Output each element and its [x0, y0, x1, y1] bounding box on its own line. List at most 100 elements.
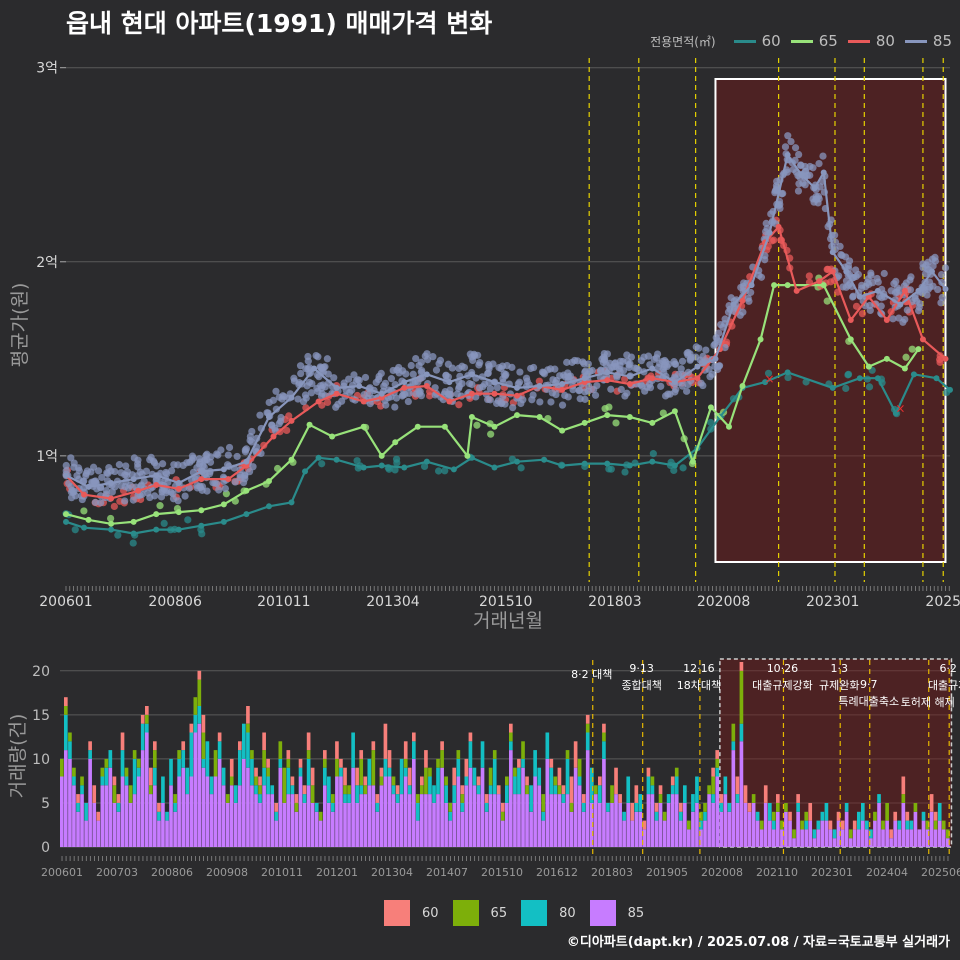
scatter-point-85 — [568, 358, 576, 366]
volume-bar-85 — [776, 811, 780, 847]
volume-bar-60 — [711, 767, 715, 777]
legend-item-65[interactable]: 65 — [790, 32, 838, 50]
scatter-point-85 — [407, 361, 415, 370]
volume-bar-80 — [492, 758, 497, 795]
volume-bar-85 — [412, 758, 416, 847]
volume-bar-65 — [780, 820, 784, 830]
volume-bar-65 — [359, 758, 364, 786]
volume-bar-60 — [476, 776, 481, 786]
volume-bar-60 — [670, 776, 675, 786]
volume-legend-item-85[interactable]: 85 — [589, 900, 644, 926]
scatter-point-85 — [696, 356, 704, 364]
volume-bar-65 — [699, 811, 703, 821]
volume-bar-80 — [513, 776, 517, 795]
volume-bar-80 — [844, 803, 849, 812]
volume-legend-item-60[interactable]: 60 — [384, 900, 439, 926]
volume-bar-60 — [893, 811, 898, 821]
volume-bar-80 — [715, 767, 720, 777]
volume-bar-85 — [772, 829, 776, 847]
series-marker-85 — [311, 365, 318, 372]
scatter-point-85 — [395, 369, 403, 377]
volume-y-tick-label: 20 — [32, 664, 50, 680]
scatter-point-65 — [612, 419, 620, 427]
scatter-point-65 — [80, 507, 88, 515]
volume-bar-65 — [925, 820, 930, 830]
series-marker-65 — [360, 423, 367, 430]
volume-bar-65 — [521, 741, 525, 759]
volume-bar-85 — [889, 838, 893, 847]
volume-bar-80 — [646, 776, 651, 795]
volume-bar-85 — [96, 820, 101, 847]
volume-bar-60 — [189, 723, 194, 733]
volume-bar-85 — [161, 803, 165, 847]
series-marker-85 — [514, 384, 521, 391]
volume-bar-85 — [132, 794, 137, 847]
volume-bar-80 — [359, 785, 364, 795]
volume-bar-80 — [711, 794, 715, 803]
volume-legend-swatch-80 — [521, 900, 548, 926]
scatter-point-60 — [621, 468, 629, 476]
series-marker-85 — [198, 468, 205, 475]
scatter-point-85 — [317, 382, 325, 390]
volume-bar-85 — [476, 794, 481, 847]
scatter-point-85 — [878, 294, 886, 302]
scatter-point-80 — [285, 412, 293, 420]
series-marker-85 — [356, 382, 363, 389]
volume-bar-80 — [654, 811, 659, 821]
scatter-point-60 — [764, 369, 773, 377]
legend-item-60[interactable]: 60 — [733, 32, 781, 50]
legend-item-85[interactable]: 85 — [904, 32, 952, 50]
scatter-point-85 — [816, 183, 824, 191]
scatter-point-60 — [420, 462, 429, 471]
series-marker-65 — [441, 423, 448, 430]
chart-title: 읍내 현대 아파트(1991) 매매가격 변화 — [66, 9, 493, 38]
scatter-point-60 — [198, 530, 206, 538]
scatter-point-85 — [536, 398, 544, 406]
scatter-point-85 — [117, 469, 125, 477]
volume-bar-80 — [302, 794, 307, 803]
volume-bar-80 — [136, 767, 141, 777]
series-marker-85 — [798, 171, 805, 178]
scatter-point-85 — [330, 374, 338, 382]
volume-bar-85 — [213, 776, 218, 847]
volume-bar-60 — [808, 803, 813, 821]
volume-x-tick-label: 202404 — [866, 866, 908, 879]
volume-bar-65 — [901, 794, 906, 803]
scatter-point-85 — [867, 269, 875, 277]
scatter-point-85 — [361, 373, 370, 382]
volume-bar-85 — [501, 820, 505, 847]
volume-bar-60 — [735, 776, 740, 795]
scatter-point-85 — [837, 250, 845, 259]
volume-legend-item-65[interactable]: 65 — [452, 900, 507, 926]
volume-bar-65 — [347, 785, 351, 795]
scatter-point-85 — [744, 294, 752, 302]
volume-bar-85 — [743, 803, 748, 847]
volume-bar-60 — [266, 758, 270, 768]
volume-bar-60 — [395, 785, 400, 795]
scatter-point-85 — [711, 340, 719, 348]
series-marker-85 — [130, 476, 137, 483]
series-marker-80 — [559, 386, 566, 393]
scatter-point-60 — [784, 373, 792, 382]
series-marker-85 — [942, 285, 949, 292]
volume-bar-85 — [723, 794, 728, 847]
scatter-point-85 — [307, 389, 316, 397]
volume-bar-60 — [852, 820, 857, 830]
volume-bar-80 — [727, 803, 732, 812]
scatter-point-80 — [852, 302, 861, 310]
volume-bar-85 — [496, 794, 501, 847]
volume-bar-85 — [832, 838, 837, 847]
volume-bar-65 — [711, 776, 715, 795]
series-marker-65 — [901, 365, 908, 372]
volume-bar-80 — [674, 776, 679, 795]
scatter-point-80 — [805, 272, 813, 280]
volume-bar-80 — [197, 706, 202, 724]
volume-x-tick-label: 202110 — [756, 866, 798, 879]
scatter-point-85 — [170, 461, 178, 469]
y-axis-title: 평균가(원) — [9, 283, 31, 368]
scatter-point-85 — [134, 463, 142, 471]
volume-bar-80 — [100, 776, 105, 786]
volume-legend-item-80[interactable]: 80 — [521, 900, 576, 926]
series-marker-85 — [671, 379, 678, 386]
legend-item-80[interactable]: 80 — [847, 32, 895, 50]
